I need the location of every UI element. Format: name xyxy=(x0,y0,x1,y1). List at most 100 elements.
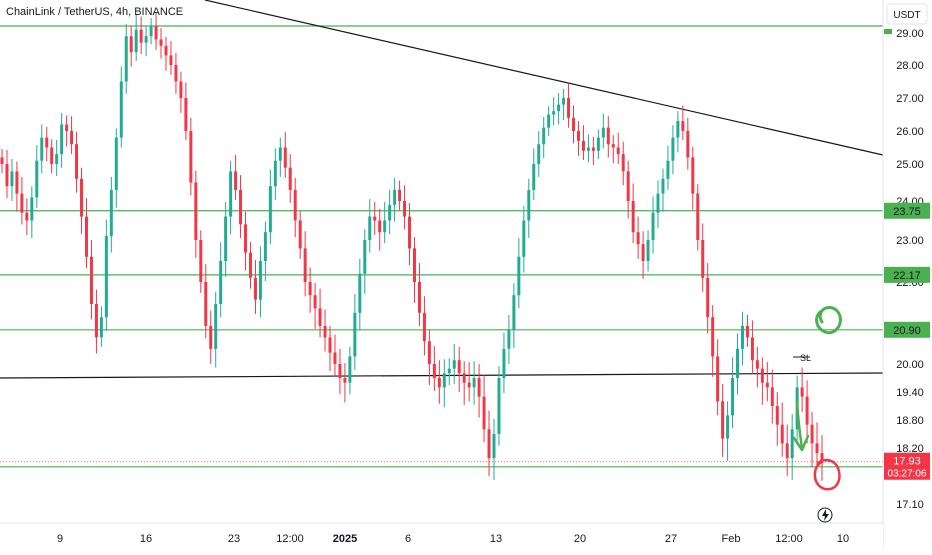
candle-body[interactable] xyxy=(661,178,665,194)
candle-body[interactable] xyxy=(586,147,590,151)
candle-body[interactable] xyxy=(174,65,178,82)
candle-body[interactable] xyxy=(532,164,536,190)
candle-body[interactable] xyxy=(422,312,426,342)
candle-body[interactable] xyxy=(65,124,69,131)
candle-body[interactable] xyxy=(740,326,744,349)
candle-body[interactable] xyxy=(388,204,392,221)
candle-body[interactable] xyxy=(119,81,123,138)
candle-body[interactable] xyxy=(432,364,436,378)
candle-body[interactable] xyxy=(80,178,84,217)
candle-body[interactable] xyxy=(179,81,183,99)
candle-body[interactable] xyxy=(557,104,561,112)
candle-body[interactable] xyxy=(547,114,551,128)
candle-body[interactable] xyxy=(30,197,34,221)
candle-body[interactable] xyxy=(641,244,645,261)
candle-body[interactable] xyxy=(114,137,118,190)
candle-body[interactable] xyxy=(288,167,292,190)
descending-trend-line[interactable] xyxy=(204,0,884,156)
candle-body[interactable] xyxy=(333,352,337,364)
candle-body[interactable] xyxy=(408,216,412,249)
candle-body[interactable] xyxy=(736,348,740,378)
candle-body[interactable] xyxy=(104,236,108,318)
candle-body[interactable] xyxy=(462,373,466,383)
candle-body[interactable] xyxy=(581,140,585,151)
currency-badge[interactable] xyxy=(886,3,928,25)
candle-body[interactable] xyxy=(348,356,352,383)
candle-body[interactable] xyxy=(40,137,44,161)
candle-body[interactable] xyxy=(815,443,819,454)
candle-body[interactable] xyxy=(184,98,188,131)
candle-body[interactable] xyxy=(716,356,720,402)
candle-body[interactable] xyxy=(721,401,725,439)
candle-body[interactable] xyxy=(229,171,233,217)
candle-body[interactable] xyxy=(283,147,287,168)
candle-body[interactable] xyxy=(263,232,267,261)
candle-body[interactable] xyxy=(60,124,64,155)
candle-body[interactable] xyxy=(164,45,168,56)
candle-body[interactable] xyxy=(293,189,297,221)
level-badge[interactable] xyxy=(884,202,930,219)
candle-body[interactable] xyxy=(770,387,774,406)
candle-body[interactable] xyxy=(457,360,461,374)
candle-body[interactable] xyxy=(631,201,635,233)
candle-body[interactable] xyxy=(134,29,138,53)
candle-body[interactable] xyxy=(318,308,322,326)
candle-body[interactable] xyxy=(214,304,218,349)
candle-body[interactable] xyxy=(412,248,416,282)
candle-body[interactable] xyxy=(248,252,252,278)
candle-body[interactable] xyxy=(790,429,794,459)
candle-body[interactable] xyxy=(313,295,317,309)
candle-body[interactable] xyxy=(258,261,262,300)
candle-body[interactable] xyxy=(343,378,347,383)
candle-body[interactable] xyxy=(398,189,402,201)
candle-body[interactable] xyxy=(517,256,521,296)
candle-body[interactable] xyxy=(775,406,779,425)
candle-body[interactable] xyxy=(502,348,506,378)
candle-body[interactable] xyxy=(149,26,153,37)
candle-body[interactable] xyxy=(94,304,98,338)
candle-body[interactable] xyxy=(373,216,377,221)
candle-body[interactable] xyxy=(691,157,695,194)
candle-body[interactable] xyxy=(805,396,809,425)
candle-body[interactable] xyxy=(15,171,19,194)
candle-body[interactable] xyxy=(204,282,208,326)
candle-body[interactable] xyxy=(562,98,566,105)
candle-body[interactable] xyxy=(70,131,74,145)
candle-body[interactable] xyxy=(244,224,248,253)
candle-body[interactable] xyxy=(606,127,610,145)
candle-body[interactable] xyxy=(353,312,357,357)
candle-body[interactable] xyxy=(144,36,148,43)
candle-body[interactable] xyxy=(5,164,9,187)
candle-body[interactable] xyxy=(800,387,804,397)
candle-body[interactable] xyxy=(442,373,446,388)
candle-body[interactable] xyxy=(20,193,24,213)
candle-body[interactable] xyxy=(651,212,655,240)
candle-body[interactable] xyxy=(601,127,605,138)
candle-body[interactable] xyxy=(159,39,163,46)
candle-body[interactable] xyxy=(745,326,749,338)
candle-body[interactable] xyxy=(323,326,327,338)
candle-body[interactable] xyxy=(298,220,302,249)
candle-body[interactable] xyxy=(482,396,486,430)
candle-body[interactable] xyxy=(497,378,501,434)
candle-body[interactable] xyxy=(596,137,600,151)
candle-body[interactable] xyxy=(726,415,730,439)
candle-body[interactable] xyxy=(731,378,735,416)
candle-body[interactable] xyxy=(383,220,387,233)
candle-body[interactable] xyxy=(671,137,675,161)
candle-body[interactable] xyxy=(84,216,88,257)
candle-body[interactable] xyxy=(487,429,491,459)
candle-body[interactable] xyxy=(363,240,367,274)
candle-body[interactable] xyxy=(89,256,93,304)
candle-body[interactable] xyxy=(338,364,342,378)
candle-body[interactable] xyxy=(542,127,546,145)
candle-body[interactable] xyxy=(224,216,228,261)
candle-body[interactable] xyxy=(447,368,451,374)
candle-body[interactable] xyxy=(328,337,332,353)
candle-body[interactable] xyxy=(711,317,715,357)
candle-body[interactable] xyxy=(452,360,456,369)
candle-body[interactable] xyxy=(139,29,143,43)
candle-body[interactable] xyxy=(656,193,660,213)
candle-body[interactable] xyxy=(25,212,29,221)
candle-body[interactable] xyxy=(45,137,49,148)
